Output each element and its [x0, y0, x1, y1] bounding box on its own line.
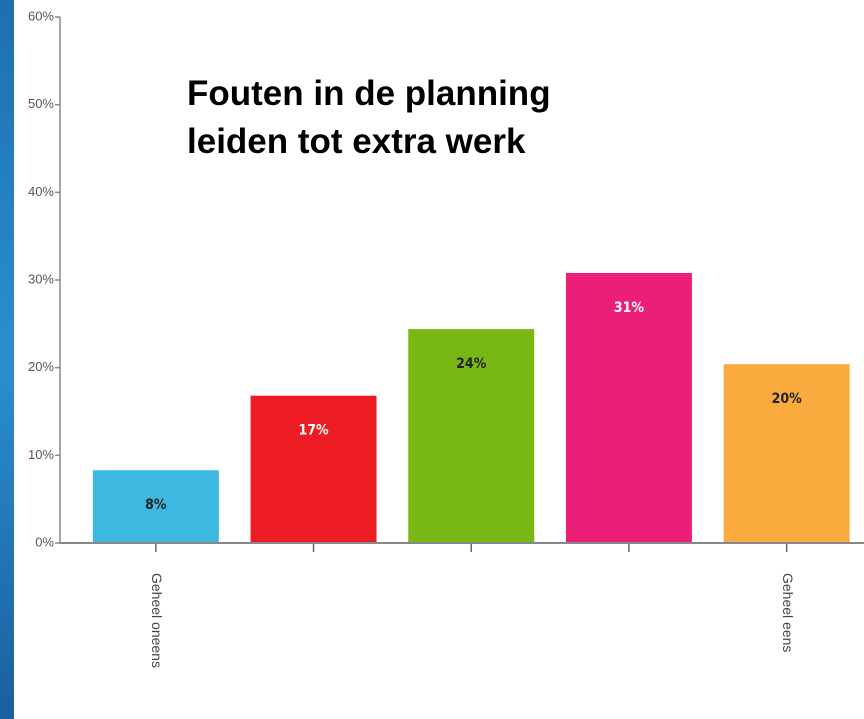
bar: [250, 395, 377, 543]
y-tick-label: 40%: [28, 184, 54, 199]
x-tick-label: Geheel eens: [780, 573, 796, 652]
value-label: 8%: [145, 497, 167, 513]
y-tick-label: 20%: [28, 359, 54, 374]
y-tick-label: 30%: [28, 271, 54, 286]
value-label: 31%: [614, 300, 645, 316]
chart-title: Fouten in de planning leiden tot extra w…: [187, 74, 551, 161]
value-label: 20%: [772, 391, 803, 407]
bar: [408, 329, 535, 543]
y-tick-label: 60%: [28, 8, 54, 23]
y-tick-label: 50%: [28, 96, 54, 111]
value-label: 17%: [298, 423, 329, 439]
bar: [92, 470, 219, 543]
y-tick-label: 0%: [35, 534, 54, 549]
side-strip: [0, 0, 14, 719]
x-tick-label: Geheel oneens: [149, 573, 165, 668]
bar: [723, 364, 850, 543]
value-label: 24%: [456, 356, 487, 372]
y-tick-label: 10%: [28, 447, 54, 462]
bar: [565, 272, 692, 543]
